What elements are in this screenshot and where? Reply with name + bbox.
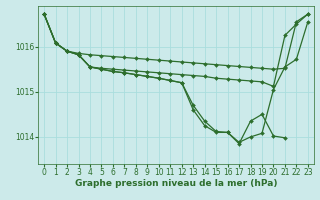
X-axis label: Graphe pression niveau de la mer (hPa): Graphe pression niveau de la mer (hPa) [75, 179, 277, 188]
